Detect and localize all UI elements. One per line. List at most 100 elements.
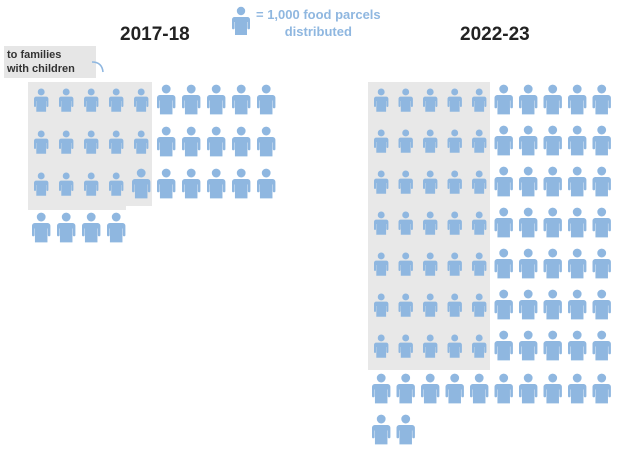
parcel-2022-23-icon: [494, 84, 513, 115]
parcel-2022-23-icon: [592, 207, 611, 238]
parcel-2022-23-family-icon: [374, 88, 389, 112]
parcel-2022-23-icon: [494, 330, 513, 361]
parcel-2022-23-icon: [592, 125, 611, 156]
parcel-2022-23-icon: [543, 166, 562, 197]
parcel-2017-18-family-icon: [34, 88, 49, 112]
parcel-2022-23-family-icon: [423, 170, 438, 194]
parcel-2022-23-family-icon: [374, 334, 389, 358]
parcel-2017-18-icon: [182, 126, 201, 157]
legend-text: = 1,000 food parcels distributed: [256, 6, 381, 40]
parcel-2017-18-icon: [207, 84, 226, 115]
parcel-2022-23-icon: [519, 166, 538, 197]
parcel-2022-23-icon: [543, 248, 562, 279]
parcel-2022-23-icon: [372, 414, 391, 445]
parcel-2022-23-icon: [543, 373, 562, 404]
parcel-2022-23-family-icon: [423, 334, 438, 358]
legend-text-line2: distributed: [284, 24, 352, 39]
parcel-2022-23-icon: [519, 125, 538, 156]
parcel-2022-23-family-icon: [472, 88, 487, 112]
parcel-2017-18-icon: [157, 84, 176, 115]
parcel-2022-23-icon: [592, 330, 611, 361]
parcel-2022-23-icon: [543, 207, 562, 238]
parcel-2022-23-icon: [592, 248, 611, 279]
parcel-2022-23-family-icon: [398, 334, 413, 358]
person-icon: [232, 6, 250, 35]
parcel-2017-18-icon: [57, 212, 76, 243]
parcel-2022-23-family-icon: [447, 170, 462, 194]
parcel-2022-23-icon: [592, 289, 611, 320]
parcel-2017-18-family-icon: [34, 172, 49, 196]
parcel-2022-23-family-icon: [472, 334, 487, 358]
parcel-2022-23-family-icon: [472, 170, 487, 194]
parcel-2022-23-icon: [494, 373, 513, 404]
parcel-2017-18-icon: [257, 168, 276, 199]
parcel-2017-18-icon: [157, 168, 176, 199]
parcel-2022-23-icon: [568, 84, 587, 115]
parcel-2022-23-icon: [372, 373, 391, 404]
parcel-2022-23-icon: [543, 125, 562, 156]
parcel-2017-18-family-icon: [84, 172, 99, 196]
parcel-2017-18-family-icon: [134, 130, 149, 154]
parcel-2017-18-icon: [82, 212, 101, 243]
parcel-2022-23-icon: [470, 373, 489, 404]
parcel-2017-18-icon: [207, 126, 226, 157]
parcel-2022-23-family-icon: [447, 129, 462, 153]
parcel-2017-18-family-icon: [84, 130, 99, 154]
parcel-2022-23-family-icon: [423, 129, 438, 153]
parcel-2022-23-family-icon: [423, 211, 438, 235]
chart-title-2022-23: 2022-23: [460, 24, 530, 45]
parcel-2017-18-family-icon: [59, 88, 74, 112]
parcel-2017-18-family-icon: [84, 88, 99, 112]
annotation-line2: with children: [7, 63, 75, 75]
parcel-2022-23-icon: [568, 125, 587, 156]
parcel-2017-18-icon: [232, 84, 251, 115]
families-annotation: to families with children: [4, 46, 96, 78]
parcel-2022-23-family-icon: [423, 252, 438, 276]
parcel-2022-23-icon: [519, 207, 538, 238]
parcel-2017-18-icon: [257, 84, 276, 115]
annotation-connector: [91, 61, 104, 73]
parcel-2022-23-icon: [494, 125, 513, 156]
parcel-2022-23-icon: [445, 373, 464, 404]
parcel-2017-18-icon: [257, 126, 276, 157]
annotation-line1: to families: [7, 49, 62, 61]
parcel-2022-23-icon: [543, 330, 562, 361]
parcel-2017-18-family-icon: [59, 172, 74, 196]
parcel-2022-23-icon: [568, 248, 587, 279]
parcel-2022-23-family-icon: [398, 129, 413, 153]
parcel-2022-23-family-icon: [374, 170, 389, 194]
parcel-2022-23-family-icon: [398, 211, 413, 235]
parcel-2017-18-icon: [182, 84, 201, 115]
parcel-2022-23-icon: [519, 248, 538, 279]
parcel-2022-23-icon: [396, 373, 415, 404]
parcel-2017-18-icon: [32, 212, 51, 243]
parcel-2022-23-icon: [519, 330, 538, 361]
parcel-2017-18-icon: [232, 168, 251, 199]
parcel-2022-23-family-icon: [447, 211, 462, 235]
parcel-2022-23-icon: [519, 289, 538, 320]
legend: = 1,000 food parcels distributed: [232, 6, 381, 40]
parcel-2022-23-icon: [543, 289, 562, 320]
parcel-2022-23-icon: [568, 166, 587, 197]
parcel-2017-18-icon: [182, 168, 201, 199]
legend-text-line1: = 1,000 food parcels: [256, 7, 381, 22]
parcel-2022-23-family-icon: [374, 129, 389, 153]
parcel-2017-18-icon: [232, 126, 251, 157]
parcel-2022-23-family-icon: [447, 88, 462, 112]
parcel-2022-23-family-icon: [472, 293, 487, 317]
parcel-2022-23-icon: [421, 373, 440, 404]
parcel-2017-18-family-icon: [59, 130, 74, 154]
parcel-2022-23-icon: [568, 207, 587, 238]
parcel-2022-23-family-icon: [374, 211, 389, 235]
parcel-2017-18-family-icon: [109, 88, 124, 112]
parcel-2022-23-icon: [519, 84, 538, 115]
parcel-2022-23-family-icon: [398, 252, 413, 276]
parcel-2022-23-family-icon: [423, 88, 438, 112]
parcel-2022-23-icon: [592, 84, 611, 115]
parcel-2022-23-family-icon: [472, 252, 487, 276]
parcel-2022-23-family-icon: [398, 170, 413, 194]
parcel-2022-23-icon: [494, 166, 513, 197]
parcel-2017-18-family-icon: [109, 172, 124, 196]
